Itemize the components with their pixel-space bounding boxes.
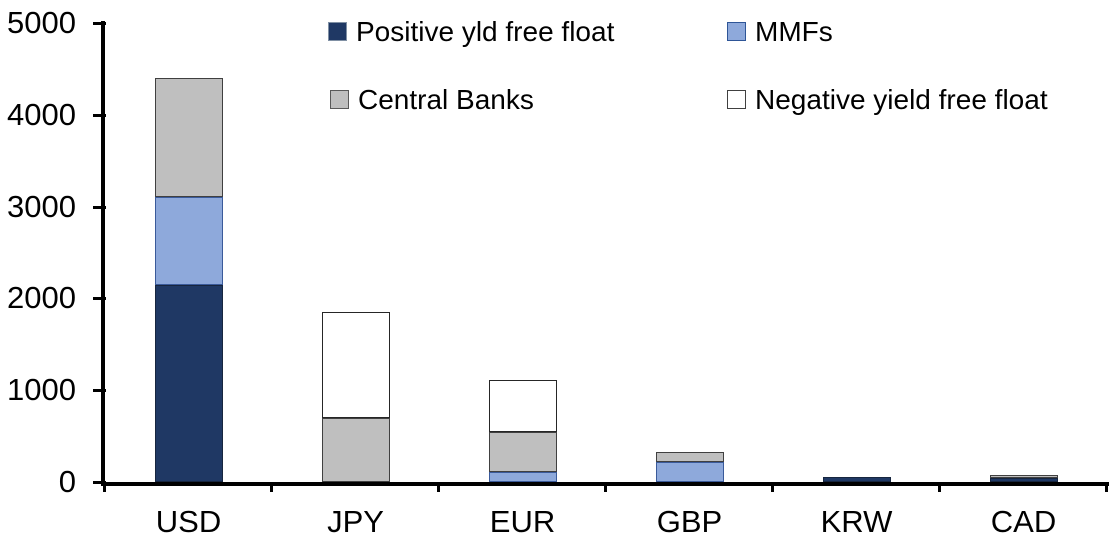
bar-segment-jpy-2 (321, 417, 390, 482)
y-axis-tick (93, 22, 106, 25)
y-axis-line (101, 21, 105, 486)
bar-segment-eur-3 (488, 380, 557, 432)
legend-item: Positive yld free float (328, 15, 614, 48)
bar-eur (488, 380, 557, 482)
bar-segment-jpy-3 (321, 312, 390, 418)
y-axis-tick-label: 2000 (7, 280, 76, 316)
x-axis-category-label: KRW (820, 504, 893, 539)
y-axis-tick (93, 113, 106, 117)
legend-label-0: Positive yld free float (356, 16, 615, 47)
bar-segment-krw-0 (822, 477, 891, 482)
x-axis-category-label: USD (155, 504, 222, 539)
x-axis-tick (1105, 482, 1108, 492)
x-axis-tick (604, 482, 607, 492)
legend-swatch-1 (727, 22, 746, 41)
bar-segment-usd-0 (154, 284, 223, 482)
y-axis-tick-label: 4000 (7, 96, 76, 132)
legend-swatch-3 (727, 90, 746, 109)
x-axis-tick (103, 482, 106, 492)
y-axis-tick (93, 389, 106, 393)
legend-label-3: Negative yield free float (755, 84, 1048, 115)
bar-segment-cad-2 (989, 475, 1058, 479)
bar-segment-gbp-1 (655, 461, 724, 482)
x-axis-tick (437, 482, 440, 492)
bar-cad (989, 475, 1058, 482)
bar-krw (822, 477, 891, 482)
y-axis-tick-label: 5000 (7, 5, 76, 40)
y-axis-tick (93, 205, 106, 209)
bar-jpy (321, 312, 390, 482)
x-axis-tick (771, 482, 774, 492)
x-axis-category-label: JPY (327, 504, 384, 539)
bar-segment-gbp-2 (655, 451, 724, 462)
legend-item: MMFs (727, 15, 833, 48)
legend-swatch-0 (328, 22, 347, 41)
legend-item: Negative yield free float (727, 83, 1048, 116)
bar-usd (154, 78, 223, 482)
bar-gbp (655, 451, 724, 482)
legend-label-1: MMFs (755, 16, 833, 47)
legend-label-2: Central Banks (358, 84, 534, 115)
bar-segment-usd-1 (154, 197, 223, 285)
legend-swatch-2 (330, 90, 349, 109)
bar-segment-cad-0 (989, 478, 1058, 482)
y-axis-tick (93, 297, 106, 301)
x-axis-category-label: GBP (656, 504, 723, 539)
x-axis-tick (270, 482, 273, 492)
x-axis-category-label: EUR (489, 504, 556, 539)
bar-segment-eur-1 (488, 471, 557, 482)
y-axis-tick-label: 3000 (7, 188, 76, 224)
y-axis-tick (93, 481, 106, 484)
y-axis-tick-label: 0 (58, 464, 76, 499)
bar-segment-usd-2 (154, 78, 223, 198)
legend-item: Central Banks (330, 83, 534, 116)
x-axis-tick (938, 482, 941, 492)
y-axis-tick-label: 1000 (7, 372, 76, 408)
bar-segment-eur-2 (488, 431, 557, 472)
x-axis-category-label: CAD (990, 504, 1057, 539)
